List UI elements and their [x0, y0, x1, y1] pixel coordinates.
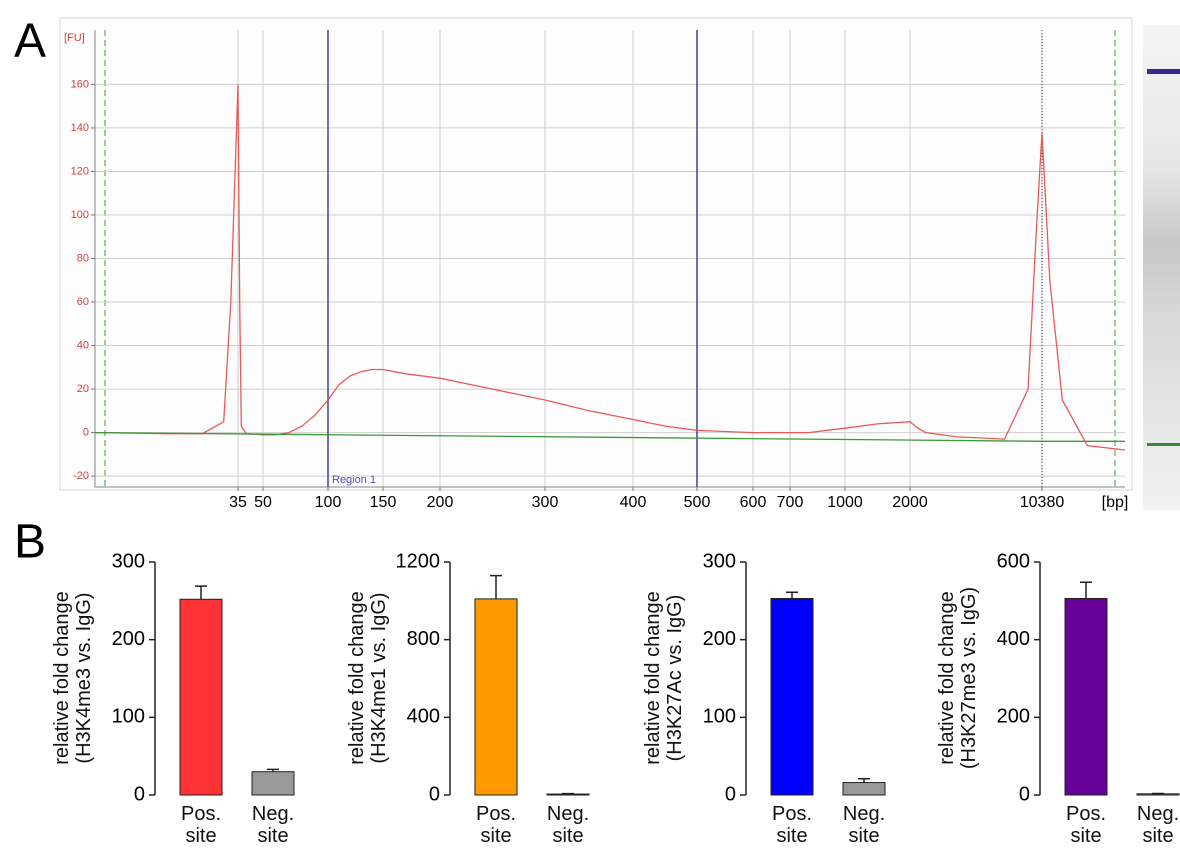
x-tick-label: 300 [532, 494, 559, 511]
gel-band [1147, 443, 1180, 446]
y-tick-label: 40 [77, 339, 89, 351]
bar [180, 599, 222, 795]
y-tick-label: 1200 [396, 550, 441, 572]
region-label: Region 1 [332, 474, 376, 486]
x-tick-label: Pos. site [456, 803, 536, 847]
figure: A B -20 0 20 40 60 80 100 120 140 160 35 50 100 150 20… [0, 0, 1180, 853]
error-bar [786, 592, 798, 598]
y-axis-title: relative fold change (H3K4me1 vs. IgG) [346, 548, 390, 808]
y-tick-label: 160 [71, 78, 89, 90]
x-tick-label: 150 [370, 494, 397, 511]
y-tick-label: 300 [703, 550, 736, 572]
error-bar [490, 576, 502, 599]
y-tick-label: 20 [77, 383, 89, 395]
bar [252, 772, 294, 795]
x-tick-label: Neg. site [528, 803, 608, 847]
error-bar [858, 779, 870, 783]
x-tick-label: Neg. site [233, 803, 313, 847]
plot-frame [60, 18, 1132, 490]
panel-label: B [14, 516, 46, 569]
x-tick-label: 35 [229, 494, 247, 511]
x-tick-label: 1000 [827, 494, 863, 511]
bar [771, 599, 813, 795]
x-tick-label: Pos. site [752, 803, 832, 847]
gel-band [1147, 69, 1180, 74]
x-tick-label: 2000 [892, 494, 928, 511]
y-tick-label: 0 [134, 783, 145, 805]
error-bar [195, 586, 207, 599]
x-axis-label: [bp] [1102, 494, 1129, 511]
y-tick-label: 140 [71, 122, 89, 134]
x-tick-label: 10380 [1020, 494, 1065, 511]
x-tick-label: Neg. site [824, 803, 904, 847]
y-tick-label: 400 [997, 628, 1030, 650]
x-tick-label: Pos. site [161, 803, 241, 847]
x-tick-label: 400 [620, 494, 647, 511]
y-tick-label: 100 [703, 706, 736, 728]
x-tick-label: 200 [427, 494, 454, 511]
y-tick-label: 800 [407, 628, 440, 650]
y-tick-label: 80 [77, 252, 89, 264]
y-axis-label: [FU] [64, 32, 85, 44]
y-tick-label: 0 [429, 783, 440, 805]
bar [843, 783, 885, 795]
x-tick-label: 700 [777, 494, 804, 511]
x-tick-label: 100 [315, 494, 342, 511]
x-tick-label: 600 [740, 494, 767, 511]
chart: A B -20 0 20 40 60 80 100 120 140 160 35 50 100 150 20… [0, 0, 1180, 853]
x-tick-label: 50 [254, 494, 272, 511]
y-tick-label: 0 [1019, 783, 1030, 805]
y-tick-label: 100 [112, 706, 145, 728]
x-tick-label: Pos. site [1046, 803, 1126, 847]
y-tick-label: -20 [73, 470, 89, 482]
gel-lane [1143, 25, 1180, 510]
y-tick-label: 0 [725, 783, 736, 805]
y-tick-label: 400 [407, 706, 440, 728]
y-tick-label: 200 [703, 628, 736, 650]
y-tick-label: 200 [997, 706, 1030, 728]
error-bar [1080, 582, 1092, 598]
y-axis-title: relative fold change (H3K4me3 vs. IgG) [51, 548, 95, 808]
y-tick-label: 300 [112, 550, 145, 572]
y-axis-title: relative fold change (H3K27me3 vs. IgG) [936, 548, 980, 808]
y-tick-label: 600 [997, 550, 1030, 572]
bar [475, 599, 517, 795]
y-tick-label: 60 [77, 296, 89, 308]
panel-label: A [14, 15, 46, 68]
y-tick-label: 100 [71, 209, 89, 221]
x-tick-label: Neg. site [1118, 803, 1180, 847]
y-axis-title: relative fold change (H3K27Ac vs. IgG) [642, 548, 686, 808]
x-tick-label: 500 [684, 494, 711, 511]
y-tick-label: 200 [112, 628, 145, 650]
y-tick-label: 120 [71, 165, 89, 177]
bar [1065, 599, 1107, 795]
y-tick-label: 0 [83, 427, 89, 439]
